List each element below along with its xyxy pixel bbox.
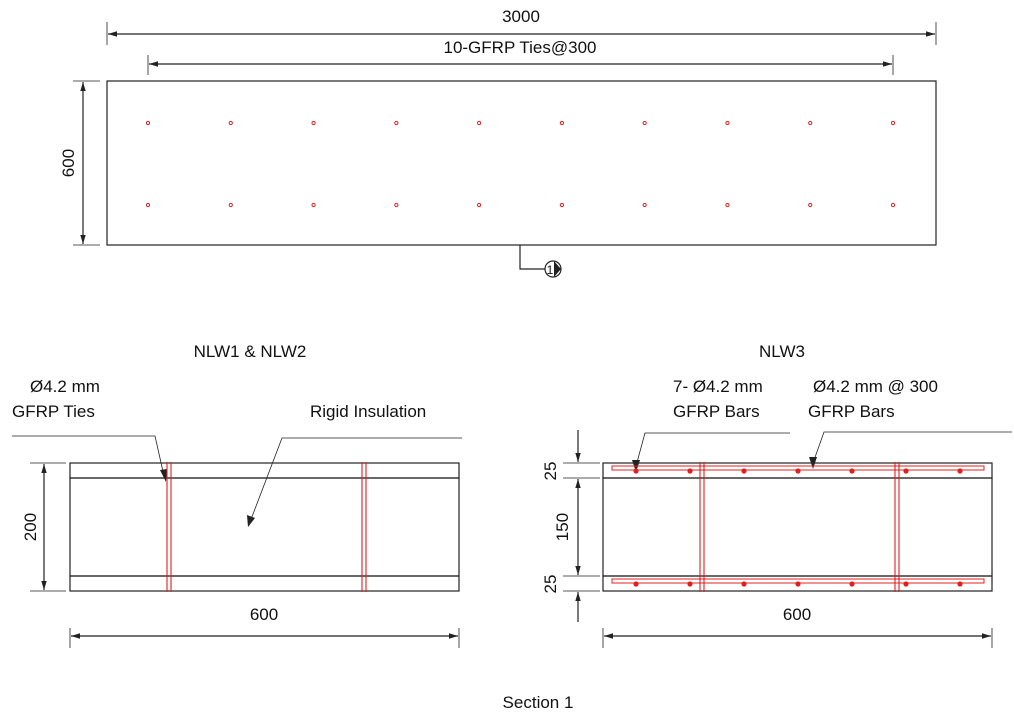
plan-ties-dimension: 10-GFRP Ties@300 [443, 38, 596, 57]
plan-tie-dot [642, 120, 647, 126]
plan-length-dimension: 3000 [502, 7, 540, 26]
nlw12-height-dimension: 200 [21, 513, 40, 541]
plan-height-dimension: 600 [59, 149, 78, 177]
nlw3-bar-dot [903, 581, 909, 587]
nlw3-bar-dot [687, 581, 693, 587]
nlw3-ties [699, 462, 900, 592]
plan-tie-dot [311, 120, 316, 126]
plan-tie-dot [890, 202, 896, 208]
nlw3-bar-dots [633, 468, 963, 587]
nlw12-top-wythe [69, 462, 460, 479]
plan-tie-dot [477, 120, 482, 126]
nlw3-bar-dot [795, 581, 801, 587]
plan-panel-outline [106, 80, 937, 246]
nlw3-bars-label-line1: 7- Ø4.2 mm [673, 377, 763, 396]
nlw3-bar-dot [687, 468, 693, 474]
nlw3-bar-dot [903, 468, 909, 474]
nlw3-width-dimension: 600 [783, 605, 811, 624]
nlw3-mid-dimension: 150 [553, 513, 572, 541]
nlw3-bar-dot [957, 581, 963, 587]
nlw3-bars-label-line2: GFRP Bars [673, 402, 760, 421]
plan-ties [145, 120, 896, 208]
nlw3-bar-dot [741, 468, 747, 474]
nlw3-spacing-label-line1: Ø4.2 mm @ 300 [813, 377, 938, 396]
nlw3-bottom-wythe [602, 575, 993, 592]
nlw3-bar-dot [633, 581, 639, 587]
nlw3-bar-dot [633, 468, 639, 474]
plan-tie-dot [394, 120, 399, 126]
nlw3-bar-dot [957, 468, 963, 474]
nlw12-tie-label-line1: Ø4.2 mm [30, 377, 100, 396]
section-title: Section 1 [503, 693, 574, 712]
nlw3-bot-dimension: 25 [541, 575, 560, 594]
nlw12-bottom-wythe [69, 575, 460, 592]
nlw12-section: NLW1 & NLW2 Ø4.2 mm GFRP Ties Rigid Insu… [12, 342, 462, 648]
plan-tie-dot [145, 120, 151, 126]
nlw3-spacing-label-line2: GFRP Bars [808, 402, 895, 421]
nlw12-insulation-label: Rigid Insulation [310, 402, 426, 421]
nlw3-bar-dot [795, 468, 801, 474]
nlw3-spacing-leader [812, 431, 1012, 464]
plan-tie-dot [808, 202, 813, 208]
nlw12-tie-leader [12, 435, 165, 477]
nlw12-ties [166, 462, 367, 592]
nlw3-bars-leader [635, 432, 790, 467]
plan-tie-dot [725, 120, 730, 126]
nlw3-bar-dot [741, 581, 747, 587]
nlw3-bar-dot [849, 581, 855, 587]
nlw3-section: NLW3 7- Ø4.2 mm GFRP Bars Ø4.2 mm @ 300 … [541, 342, 1012, 648]
plan-tie-dot [559, 120, 564, 126]
plan-tie-dot [228, 120, 233, 126]
nlw12-tie-label-line2: GFRP Ties [12, 402, 95, 421]
nlw12-insulation [69, 477, 460, 577]
plan-tie-dot [725, 202, 730, 208]
plan-tie-dot [394, 202, 399, 208]
nlw12-insulation-leader [249, 437, 462, 523]
plan-tie-dot [311, 202, 316, 208]
plan-tie-dot [808, 120, 813, 126]
nlw3-bar-dot [849, 468, 855, 474]
plan-tie-dot [145, 202, 151, 208]
plan-view: 3000 10-GFRP Ties@300 600 1 [59, 7, 937, 278]
nlw3-title: NLW3 [759, 342, 805, 361]
plan-tie-dot [228, 202, 233, 208]
section-marker-label: 1 [547, 263, 554, 277]
nlw3-insulation [602, 477, 993, 577]
nlw12-width-dimension: 600 [250, 605, 278, 624]
nlw3-transverse-bars [611, 465, 985, 584]
nlw3-top-dimension: 25 [541, 462, 560, 481]
section-cut-leader [519, 245, 545, 270]
nlw12-title: NLW1 & NLW2 [194, 342, 307, 361]
plan-tie-dot [890, 120, 896, 126]
plan-tie-dot [477, 202, 482, 208]
section-marker-arrow [554, 261, 561, 277]
plan-tie-dot [642, 202, 647, 208]
plan-tie-dot [559, 202, 564, 208]
